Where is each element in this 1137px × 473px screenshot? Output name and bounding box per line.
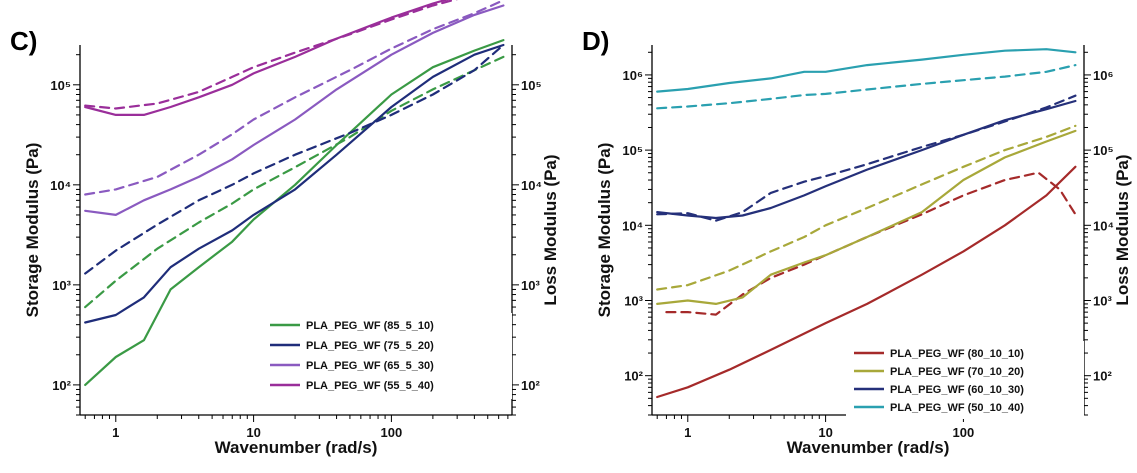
series-4-loss-line [656, 63, 1077, 110]
legend-label: PLA_PEG_WF (75_5_20) [306, 340, 434, 352]
legend-label: PLA_PEG_WF (80_10_10) [890, 348, 1024, 360]
panel-d: D) 1 10 100 10² 10² 10³ 10³ 10⁴ 10⁴ 10⁵ 10⁵ 10⁶ 10⁶ Wa… [582, 26, 1132, 457]
y-left-tick-label: 10⁵ [50, 78, 71, 93]
series-1-loss-line [84, 55, 505, 309]
series-3-loss-line [656, 94, 1077, 222]
legend: PLA_PEG_WF (80_10_10) PLA_PEG_WF (70_10_2… [846, 341, 1084, 419]
y-left-tick-label: 10² [624, 369, 643, 384]
y-left-tick-label: 10⁶ [623, 68, 643, 83]
y-right-tick-label: 10⁴ [1093, 218, 1114, 233]
series-1-storage-line [656, 165, 1077, 399]
y-left-tick-label: 10⁴ [622, 218, 643, 233]
y-right-tick-label: 10⁵ [1093, 143, 1114, 158]
y-left-tick-label: 10⁴ [50, 178, 71, 193]
panel-c: C)11010010²10²10³10³10⁴10⁴10⁵10⁵10⁶10⁶Wa… [10, 0, 560, 457]
x-tick-label: 1 [112, 425, 119, 440]
legend-background [262, 313, 512, 399]
y-right-axis-title: Loss Modulus (Pa) [1113, 154, 1132, 305]
x-tick-label: 10 [818, 425, 832, 440]
series-2-loss-line [84, 43, 505, 275]
series-3-storage-line [656, 99, 1077, 220]
series-4-storage-line [656, 48, 1077, 93]
y-right-axis-title: Loss Modulus (Pa) [541, 154, 560, 305]
panel-label: C) [10, 26, 37, 56]
panel-label: D) [582, 26, 609, 56]
series-1-loss-line [665, 171, 1077, 316]
y-left-tick-label: 10² [52, 378, 71, 393]
y-right-tick-label: 10⁴ [521, 178, 542, 193]
y-left-axis-title: Storage Modulus (Pa) [23, 143, 42, 318]
x-axis-title: Wavenumber (rad/s) [787, 438, 950, 457]
y-left-tick-label: 10³ [52, 278, 71, 293]
series-4-storage-line [84, 0, 450, 117]
legend-label: PLA_PEG_WF (60_10_30) [890, 384, 1024, 396]
series-2-loss-line [656, 124, 1077, 291]
legend-label: PLA_PEG_WF (85_5_10) [306, 320, 434, 332]
x-tick-label: 10 [246, 425, 260, 440]
x-tick-label: 1 [684, 425, 691, 440]
series-2-storage-line [656, 129, 1077, 305]
legend: PLA_PEG_WF (85_5_10) PLA_PEG_WF (75_5_20)… [262, 313, 512, 399]
y-right-tick-label: 10³ [521, 278, 540, 293]
series-3-storage-line [84, 4, 505, 216]
legend-label: PLA_PEG_WF (65_5_30) [306, 360, 434, 372]
legend-label: PLA_PEG_WF (50_10_40) [890, 402, 1024, 414]
y-left-tick-label: 10⁵ [622, 143, 643, 158]
x-tick-label: 100 [953, 425, 975, 440]
x-axis-title: Wavenumber (rad/s) [215, 438, 378, 457]
legend-label: PLA_PEG_WF (55_5_40) [306, 380, 434, 392]
y-right-tick-label: 10² [521, 378, 540, 393]
y-left-axis-title: Storage Modulus (Pa) [595, 143, 614, 318]
y-right-tick-label: 10³ [1093, 293, 1112, 308]
series-2-storage-line [84, 43, 505, 324]
y-right-tick-label: 10² [1093, 369, 1112, 384]
series-4-loss-line [84, 0, 458, 110]
legend-label: PLA_PEG_WF (70_10_20) [890, 366, 1024, 378]
y-right-tick-label: 10⁶ [1093, 68, 1113, 83]
x-tick-label: 100 [381, 425, 403, 440]
y-right-tick-label: 10⁵ [521, 78, 542, 93]
series-1-storage-line [84, 38, 505, 386]
series-3-loss-line [84, 0, 505, 196]
y-left-tick-label: 10³ [624, 293, 643, 308]
legend-background [846, 341, 1084, 419]
